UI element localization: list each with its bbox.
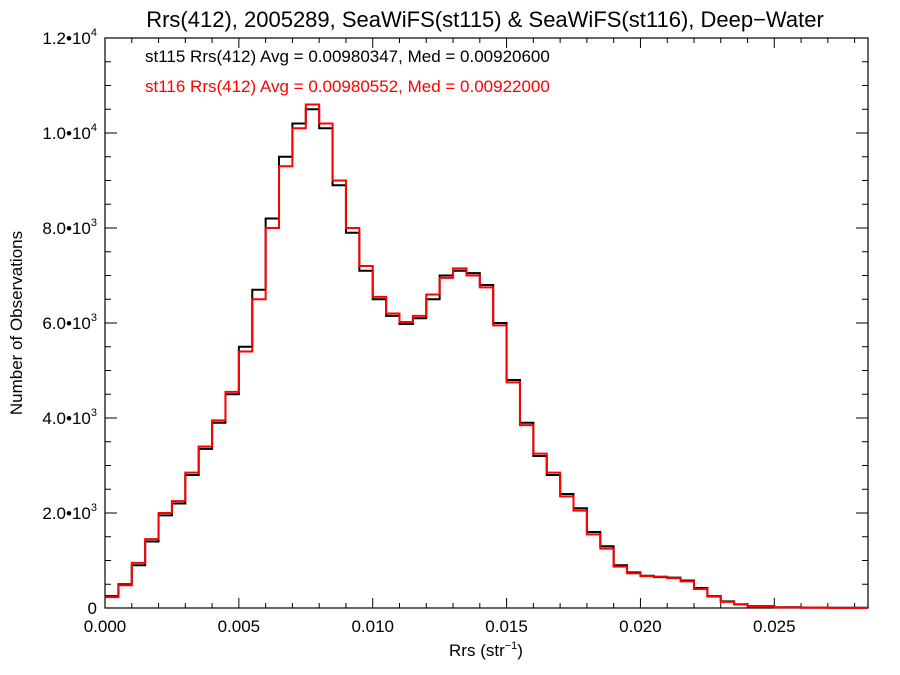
annotation-st116: st116 Rrs(412) Avg = 0.00980552, Med = 0…	[145, 77, 550, 96]
y-tick-label-3: 6.0•103	[42, 312, 97, 333]
annotation-st115: st115 Rrs(412) Avg = 0.00980347, Med = 0…	[145, 47, 550, 66]
y-tick-labels: 0 2.0•103 4.0•103 6.0•103 8.0•103 1.0•104 1.2•…	[42, 27, 97, 618]
y-tick-label-1: 2.0•103	[42, 502, 97, 523]
x-tick-label-3: 0.015	[485, 617, 528, 636]
x-tick-label-2: 0.010	[351, 617, 394, 636]
x-tick-label-4: 0.020	[619, 617, 662, 636]
x-axis-label: Rrs (str−1)	[449, 640, 523, 660]
x-tick-labels: 0.000 0.005 0.010 0.015 0.020 0.025	[84, 617, 796, 636]
series-lines	[105, 103, 869, 609]
chart-title: Rrs(412), 2005289, SeaWiFS(st115) & SeaW…	[146, 7, 824, 32]
y-tick-label-5: 1.0•104	[42, 122, 97, 143]
y-tick-label-0: 0	[88, 599, 97, 618]
series-st115-line	[105, 108, 869, 609]
plot-frame	[104, 37, 869, 609]
x-tick-label-5: 0.025	[753, 617, 796, 636]
x-tick-label-0: 0.000	[84, 617, 127, 636]
x-axis-label-sup: −1	[505, 640, 518, 652]
axis-ticks	[104, 37, 868, 609]
y-tick-label-2: 4.0•103	[42, 407, 97, 428]
x-axis-label-tail: )	[517, 641, 523, 660]
series-st116-line	[105, 103, 869, 609]
x-axis-label-main: Rrs (str	[449, 641, 505, 660]
y-axis-label: Number of Observations	[7, 231, 26, 415]
y-tick-label-6: 1.2•104	[42, 27, 97, 48]
x-tick-label-1: 0.005	[218, 617, 261, 636]
y-tick-label-4: 8.0•103	[42, 217, 97, 238]
